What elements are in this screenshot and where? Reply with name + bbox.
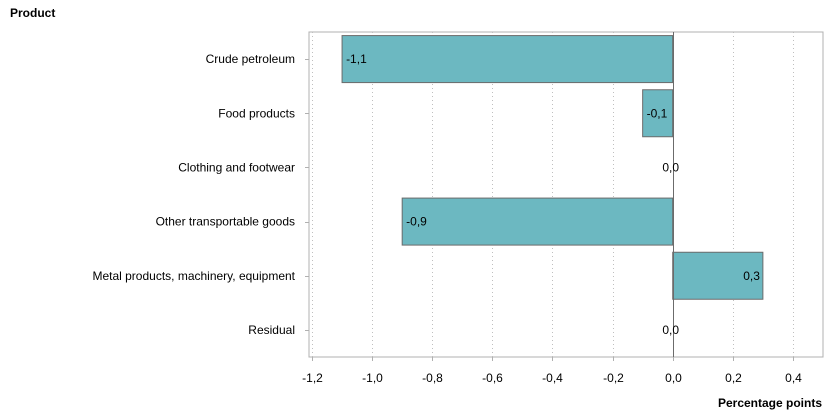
data-label: -0,1 <box>647 106 668 120</box>
category-label: Clothing and footwear <box>178 160 295 174</box>
y-axis-title: Product <box>10 6 56 20</box>
data-label: 0,3 <box>743 269 760 283</box>
data-label: -1,1 <box>346 52 367 66</box>
bar <box>642 89 674 138</box>
x-tick-label: -0,8 <box>422 371 443 385</box>
bar <box>672 251 764 300</box>
data-label: -0,9 <box>406 215 427 229</box>
x-tick-label: -0,4 <box>542 371 563 385</box>
x-tick-label: 0,0 <box>665 371 682 385</box>
bar <box>401 197 674 246</box>
category-label: Residual <box>248 323 295 337</box>
x-axis-title: Percentage points <box>717 396 822 410</box>
x-tick-label: -1,2 <box>302 371 323 385</box>
x-tick-label: 0,2 <box>725 371 742 385</box>
x-tick-label: -1,0 <box>362 371 383 385</box>
bar <box>341 35 674 84</box>
x-tick-label: 0,4 <box>785 371 802 385</box>
category-label: Food products <box>218 106 295 120</box>
x-tick-label: -0,6 <box>482 371 503 385</box>
category-label: Other transportable goods <box>156 215 295 229</box>
x-tick-label: -0,2 <box>603 371 624 385</box>
data-label: 0,0 <box>662 323 679 337</box>
plot-frame <box>308 31 824 358</box>
category-label: Crude petroleum <box>206 52 295 66</box>
data-label: 0,0 <box>662 160 679 174</box>
category-label: Metal products, machinery, equipment <box>92 269 295 283</box>
